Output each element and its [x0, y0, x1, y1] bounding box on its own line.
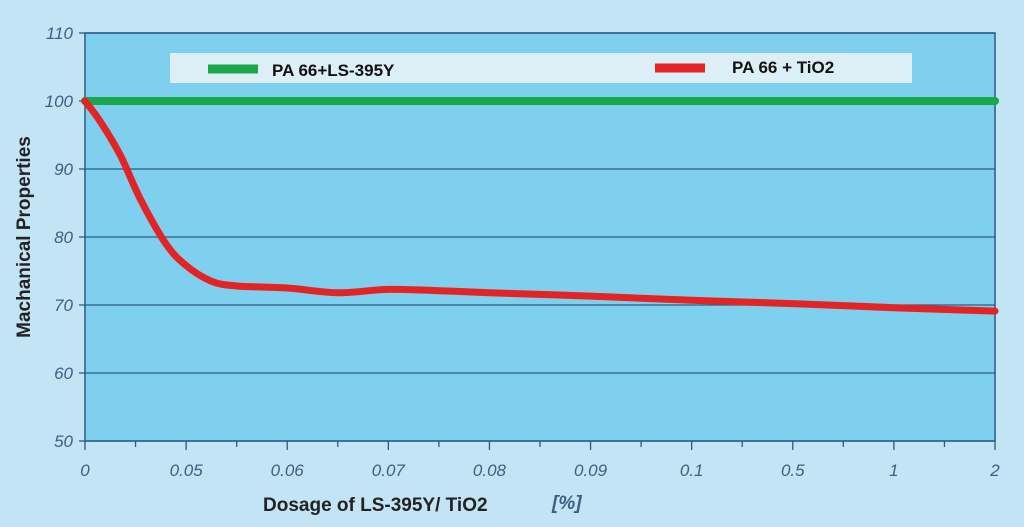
y-axis-title: Machanical Properties	[14, 136, 35, 338]
ytick-label-110: 110	[46, 24, 74, 43]
y-tick-labels: 50 60 70 80 90 100 110	[45, 24, 74, 451]
xtick-label-0.08: 0.08	[473, 461, 507, 480]
ytick-label-80: 80	[54, 228, 73, 247]
legend-box	[170, 53, 912, 83]
xtick-label-1: 1	[889, 461, 898, 480]
xtick-label-0.06: 0.06	[271, 461, 305, 480]
xtick-label-0.5: 0.5	[781, 461, 805, 480]
legend-label-tio2: PA 66 + TiO2	[732, 58, 834, 77]
ytick-label-90: 90	[54, 160, 73, 179]
xtick-label-0.07: 0.07	[372, 461, 406, 480]
xtick-label-0.09: 0.09	[574, 461, 608, 480]
x-tick-labels: 0 0.05 0.06 0.07 0.08 0.09 0.1 0.5 1 2	[80, 461, 1000, 480]
ytick-label-50: 50	[54, 432, 73, 451]
xtick-label-0.05: 0.05	[170, 461, 204, 480]
x-axis-unit: [%]	[551, 493, 582, 514]
xtick-label-0.1: 0.1	[680, 461, 704, 480]
xtick-label-2: 2	[989, 461, 1000, 480]
ytick-label-60: 60	[54, 364, 73, 383]
legend-label-ls395y: PA 66+LS-395Y	[272, 61, 395, 80]
ytick-label-70: 70	[54, 296, 73, 315]
legend: PA 66+LS-395Y PA 66 + TiO2	[170, 53, 912, 83]
ytick-label-100: 100	[45, 92, 74, 111]
xtick-label-0: 0	[80, 461, 90, 480]
series-layer	[81, 96, 999, 315]
series-line-pa66-tio2	[81, 97, 999, 315]
x-axis-title: Dosage of LS-395Y/ TiO2	[263, 495, 488, 516]
